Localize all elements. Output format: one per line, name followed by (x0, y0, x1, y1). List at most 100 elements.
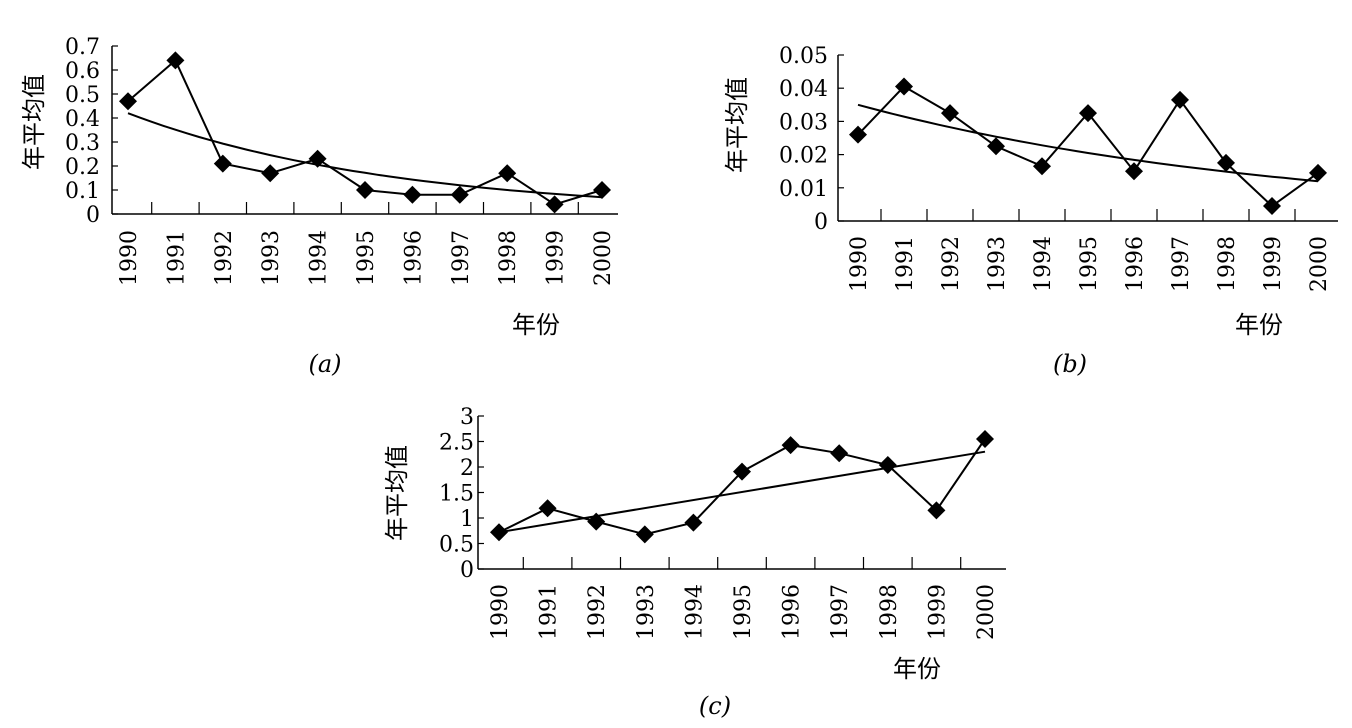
data-point (781, 436, 800, 455)
y-tick-label: 0.05 (779, 44, 828, 69)
x-tick-label: 1995 (1077, 236, 1102, 292)
y-tick-label: 0.7 (65, 35, 100, 60)
data-point (941, 104, 959, 123)
panel-label: (b) (1053, 350, 1087, 378)
data-point (1309, 163, 1327, 182)
y-tick-label: 2.5 (439, 431, 474, 456)
data-point (635, 525, 654, 544)
x-tick-label: 1993 (259, 230, 284, 286)
y-axis-title: 年平均值 (723, 77, 751, 173)
x-tick-label: 1999 (1261, 236, 1286, 292)
x-tick-label: 1998 (496, 230, 521, 286)
x-tick-label: 1994 (1031, 236, 1056, 292)
x-tick-label: 1994 (307, 230, 332, 286)
x-tick-label: 1994 (682, 584, 707, 640)
data-point (308, 149, 327, 168)
y-tick-label: 1 (460, 507, 474, 532)
trend-line (498, 450, 986, 534)
y-tick-label: 0.3 (65, 131, 100, 156)
data-point (593, 181, 611, 199)
y-tick-label: 0.5 (439, 533, 474, 558)
y-tick-label: 0 (86, 203, 100, 228)
data-point (450, 185, 469, 204)
data-point (1033, 157, 1051, 176)
data-point (545, 195, 564, 214)
data-point (987, 137, 1005, 156)
y-axis-title: 年平均值 (383, 445, 411, 541)
x-tick-label: 1991 (893, 236, 918, 292)
x-tick-label: 1995 (354, 230, 379, 286)
data-point (1125, 162, 1143, 181)
x-tick-label: 1990 (488, 584, 513, 640)
x-tick-label: 1997 (828, 584, 853, 640)
x-tick-label: 1991 (164, 230, 189, 286)
data-point (587, 512, 606, 531)
x-tick-label: 1997 (1169, 236, 1194, 292)
y-tick-label: 0 (814, 210, 828, 235)
data-point (927, 501, 946, 520)
x-tick-label: 1991 (537, 584, 562, 640)
x-axis-title: 年份 (1235, 311, 1283, 339)
x-tick-label: 2000 (974, 584, 999, 640)
x-tick-label: 1992 (939, 236, 964, 292)
x-axis-title: 年份 (512, 311, 560, 339)
data-point (1217, 153, 1235, 172)
chart-panel-b: 年平均值 年份 (b) 0 0.01 0.02 0.03 0.04 0.05 1990 199… (723, 44, 1338, 378)
x-tick-label: 1999 (925, 584, 950, 640)
data-point (849, 125, 867, 144)
data-point (213, 154, 232, 173)
y-tick-label: 0.01 (779, 177, 828, 202)
x-tick-label: 1998 (877, 584, 902, 640)
chart-panel-a: 年平均值 年份 (a) 00.10.20.30.40.50.60.7 1990 19… (20, 35, 618, 378)
x-tick-label: 1996 (1123, 236, 1148, 292)
data-point (1079, 104, 1097, 123)
x-tick-label: 1992 (585, 584, 610, 640)
x-tick-label: 1998 (1215, 236, 1240, 292)
y-tick-label: 0.03 (779, 110, 828, 135)
y-tick-label: 1.5 (439, 482, 474, 507)
x-tick-label: 2000 (591, 230, 616, 286)
x-tick-label: 1997 (449, 230, 474, 286)
x-axis-title: 年份 (893, 655, 941, 683)
y-tick-label: 0.02 (779, 144, 828, 169)
y-tick-label: 0 (460, 558, 474, 583)
data-point (261, 164, 280, 183)
trend-line (127, 112, 603, 199)
x-tick-label: 1996 (401, 230, 426, 286)
y-tick-label: 0.1 (65, 179, 100, 204)
y-tick-label: 0.6 (65, 59, 100, 84)
data-point (895, 77, 913, 96)
data-point (1171, 90, 1189, 109)
chart-panel-c: 年平均值 年份 (c) 00.511.522.53 1990 1991 1992 199… (383, 405, 1006, 720)
data-point (878, 455, 897, 474)
x-tick-label: 1990 (847, 236, 872, 292)
y-tick-label: 0.4 (65, 107, 100, 132)
trend-line (857, 103, 1319, 183)
y-tick-label: 0.2 (65, 155, 100, 180)
y-tick-label: 3 (460, 405, 474, 430)
panel-label: (a) (308, 350, 341, 378)
data-point (403, 185, 422, 204)
x-tick-label: 1993 (985, 236, 1010, 292)
data-point (356, 181, 374, 199)
x-tick-label: 1990 (117, 230, 142, 286)
y-tick-label: 0.04 (779, 77, 828, 102)
y-axis-title: 年平均值 (20, 74, 48, 170)
data-point (538, 499, 557, 518)
x-tick-label: 1996 (780, 584, 805, 640)
x-tick-label: 2000 (1307, 236, 1332, 292)
data-point (733, 462, 751, 481)
x-tick-label: 1993 (634, 584, 659, 640)
x-tick-label: 1995 (731, 584, 756, 640)
data-point (498, 164, 517, 183)
data-point (166, 51, 185, 70)
y-tick-label: 2 (460, 456, 474, 481)
x-tick-label: 1992 (212, 230, 237, 286)
data-point (490, 523, 508, 542)
panel-label: (c) (699, 692, 731, 720)
data-point (119, 92, 137, 111)
data-point (830, 444, 849, 463)
data-point (976, 429, 994, 448)
